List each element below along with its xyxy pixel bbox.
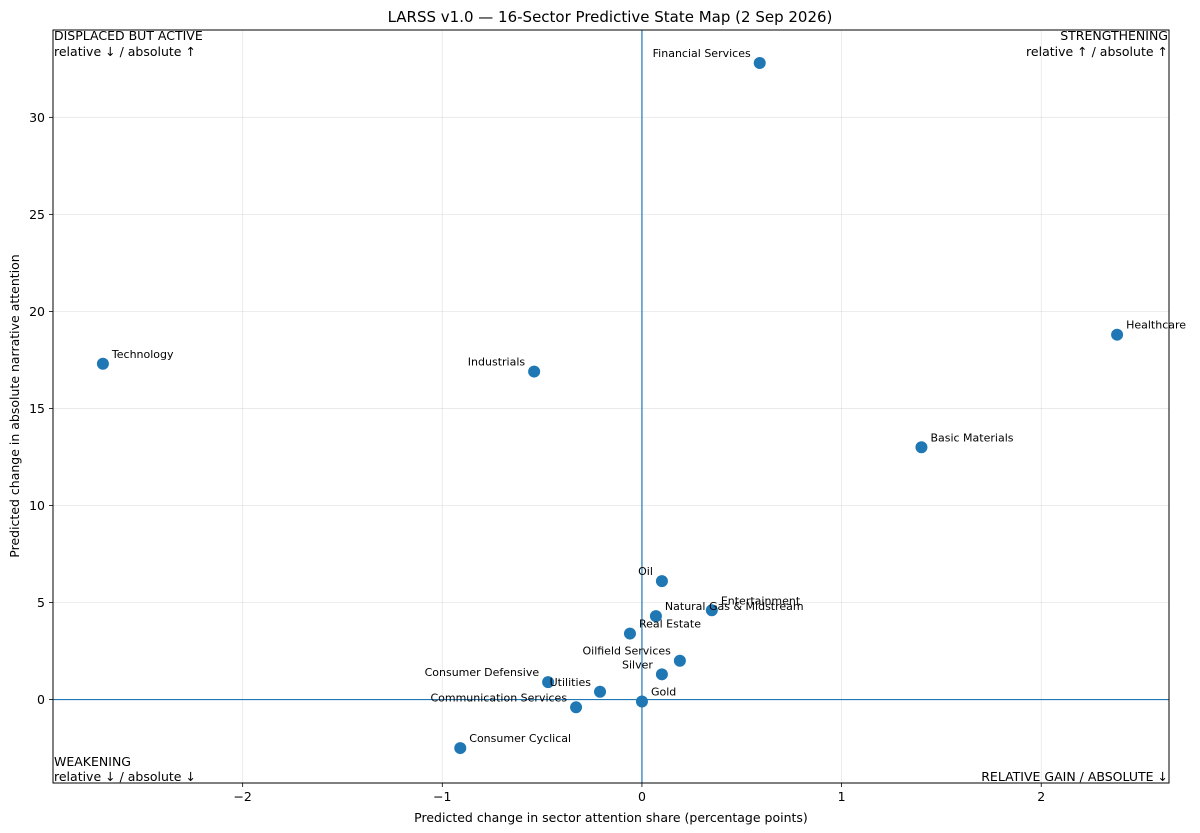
y-tick-label: 15 (29, 401, 45, 416)
data-point-label: Consumer Defensive (425, 666, 540, 679)
data-point-label: Oil (638, 565, 653, 578)
data-point-label: Financial Services (653, 47, 751, 60)
quadrant-label-top-right-1: STRENGTHENING (1060, 28, 1168, 43)
data-point (705, 604, 718, 617)
y-tick-label: 25 (29, 207, 45, 222)
data-point (623, 627, 636, 640)
data-point-label: Communication Services (430, 691, 567, 704)
quadrant-label-bottom-left-2: relative ↓ / absolute ↓ (54, 769, 196, 784)
chart-title: LARSS v1.0 — 16-Sector Predictive State … (388, 8, 833, 26)
quadrant-label-top-left-1: DISPLACED BUT ACTIVE (54, 28, 203, 43)
y-axis-label: Predicted change in absolute narrative a… (7, 254, 22, 557)
x-tick-label: 2 (1037, 789, 1045, 804)
data-point-label: Basic Materials (930, 431, 1013, 444)
data-point-label: Healthcare (1126, 319, 1186, 332)
y-tick-label: 0 (37, 692, 45, 707)
x-tick-label: 1 (838, 789, 846, 804)
quadrant-label-top-left-2: relative ↓ / absolute ↑ (54, 44, 196, 59)
data-point-label: Real Estate (639, 618, 701, 631)
data-point (1111, 328, 1124, 341)
data-point (635, 695, 648, 708)
data-point-label: Entertainment (721, 594, 801, 607)
data-point-label: Natural Gas & Midstream (665, 600, 804, 613)
data-point (594, 685, 607, 698)
quadrant-label-top-right-2: relative ↑ / absolute ↑ (1026, 44, 1168, 59)
data-point-label: Oilfield Services (582, 645, 671, 658)
quadrant-label-bottom-right: RELATIVE GAIN / ABSOLUTE ↓ (981, 769, 1168, 784)
data-point (542, 676, 555, 689)
y-tick-label: 10 (29, 498, 45, 513)
y-tick-label: 20 (29, 304, 45, 319)
data-point (915, 441, 928, 454)
data-point (96, 357, 109, 370)
quadrant-label-bottom-left-1: WEAKENING (54, 754, 131, 769)
x-axis-label: Predicted change in sector attention sha… (414, 810, 808, 825)
grid (53, 30, 1169, 783)
x-tick-label: −1 (433, 789, 451, 804)
data-point-labels: Financial Services Healthcare Technology In… (111, 47, 1186, 745)
data-point (454, 742, 467, 755)
data-points (96, 56, 1124, 755)
data-point (673, 654, 686, 667)
data-point (528, 365, 541, 378)
data-point (753, 56, 766, 69)
y-tick-label: 30 (29, 110, 45, 125)
data-point (655, 575, 668, 588)
data-point-label: Technology (111, 348, 174, 361)
x-tick-label: −2 (233, 789, 251, 804)
x-tick-label: 0 (638, 789, 646, 804)
data-point (655, 668, 668, 681)
data-point (570, 701, 583, 714)
data-point-label: Industrials (468, 356, 526, 369)
data-point-label: Consumer Cyclical (469, 732, 571, 745)
reference-lines (53, 30, 1169, 783)
data-point (649, 610, 662, 623)
data-point-label: Gold (651, 685, 676, 698)
data-point-label: Utilities (550, 676, 592, 689)
y-tick-label: 5 (37, 595, 45, 610)
data-point-label: Silver (622, 658, 653, 671)
plot-frame (52, 29, 1170, 784)
